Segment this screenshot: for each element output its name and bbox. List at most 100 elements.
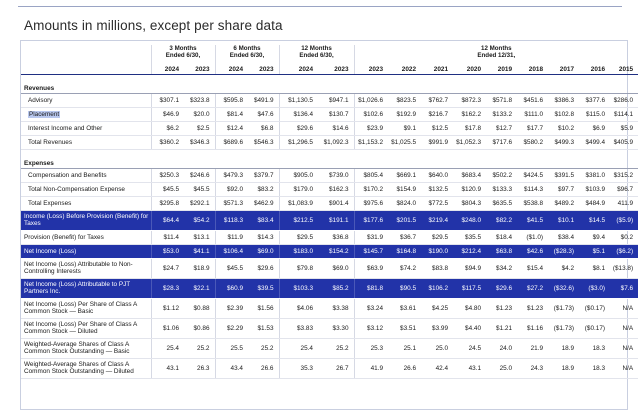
year-header: 2023 (353, 59, 389, 75)
table-cell: $3.51 (388, 318, 422, 339)
table-cell: $7.6 (610, 278, 639, 299)
table-cell: $145.7 (353, 244, 389, 259)
table-cell: $14.3 (248, 230, 279, 245)
table-cell: 25.5 (214, 338, 248, 359)
table-cell: $292.1 (184, 195, 215, 211)
financial-table-frame: 3 Months 6 Months 12 Months 12 Months En… (20, 40, 639, 410)
table-cell: 25.3 (353, 338, 389, 359)
table-cell: $64.4 (150, 210, 184, 231)
row-label: Interest Income and Other (21, 121, 151, 136)
row-label: Provision (Benefit) for Taxes (21, 230, 151, 245)
table-cell: $212.5 (278, 210, 318, 231)
table-cell: $975.6 (353, 195, 389, 211)
row-label: Placement (21, 107, 151, 122)
table-cell: $377.6 (579, 93, 611, 108)
table-row: Compensation and Benefits $250.3 $246.6 $47… (21, 168, 639, 183)
table-cell: $23.9 (353, 121, 389, 136)
table-cell: $45.5 (184, 182, 215, 197)
table-cell: $360.2 (150, 134, 184, 150)
table-cell: $13.1 (184, 230, 215, 245)
table-cell: $29.6 (278, 121, 318, 136)
table-cell: $538.8 (517, 195, 549, 211)
table-cell: 25.0 (421, 338, 454, 359)
table-cell: $90.5 (388, 278, 422, 299)
table-cell: $12.5 (421, 121, 454, 136)
table-cell: $824.0 (388, 195, 422, 211)
table-cell: $9.1 (388, 121, 422, 136)
year-header: 2021 (421, 59, 454, 75)
table-cell: $136.4 (278, 107, 318, 122)
table-cell: $0.88 (184, 298, 215, 319)
table-cell: $689.6 (214, 134, 248, 150)
table-row: Placement $46.9 $20.0 $81.4 $47.6 $136.4 $130.… (21, 107, 639, 122)
table-row: Total Expenses $295.8 $292.1 $571.3 $462.9 $1… (21, 195, 639, 211)
table-cell: ($5.9) (610, 210, 639, 231)
year-header: 2024 (214, 59, 248, 75)
table-row: Total Revenues $360.2 $346.3 $689.6 $546.3 $1… (21, 134, 639, 150)
group-sub-6m: Ended 6/30, (214, 52, 279, 60)
table-cell: $0.86 (184, 318, 215, 339)
table-cell: $35.5 (453, 230, 487, 245)
table-cell: $22.1 (184, 278, 215, 299)
table-cell: 25.1 (388, 338, 422, 359)
table-cell: $717.6 (486, 134, 518, 150)
table-cell: $1,026.6 (353, 93, 389, 108)
group-sub-12m-dec: Ended 12/31, (353, 52, 639, 60)
table-cell: $120.9 (453, 182, 487, 197)
table-cell: $499.3 (548, 134, 580, 150)
table-cell: $1.21 (486, 318, 518, 339)
table-cell: $29.5 (278, 230, 318, 245)
year-header: 2022 (388, 59, 422, 75)
group-label-12m-june: 12 Months (278, 45, 355, 53)
table-cell: $106.2 (421, 278, 454, 299)
table-cell: $772.5 (421, 195, 454, 211)
table-cell: $79.8 (278, 258, 318, 279)
table-cell: $640.0 (421, 168, 454, 183)
table-cell: $18.4 (486, 230, 518, 245)
row-label: Total Expenses (21, 195, 151, 211)
section-title: Expenses (21, 154, 639, 169)
table-cell: $81.4 (214, 107, 248, 122)
table-cell: $4.06 (278, 298, 318, 319)
year-header: 2019 (486, 59, 518, 75)
table-cell: $571.8 (486, 93, 518, 108)
table-cell: $346.3 (184, 134, 215, 150)
table-cell: $29.5 (421, 230, 454, 245)
table-cell: 43.1 (150, 358, 184, 379)
table-cell: $1.23 (517, 298, 549, 319)
year-header: 2023 (248, 59, 279, 75)
table-cell: $117.5 (453, 278, 487, 299)
table-cell: $1.06 (150, 318, 184, 339)
group-label-12m-dec: 12 Months (353, 45, 639, 53)
table-cell: $804.3 (453, 195, 487, 211)
table-cell: $190.0 (421, 244, 454, 259)
table-cell: $45.5 (150, 182, 184, 197)
table-cell: $39.5 (248, 278, 279, 299)
table-cell: 26.3 (184, 358, 215, 379)
row-label: Total Revenues (21, 134, 151, 150)
table-cell: $1,296.5 (278, 134, 318, 150)
table-cell: ($32.6) (548, 278, 580, 299)
table-cell: $29.6 (248, 258, 279, 279)
table-cell: $94.9 (453, 258, 487, 279)
table-cell: $250.3 (150, 168, 184, 183)
table-cell: $177.6 (353, 210, 389, 231)
table-cell: $502.2 (486, 168, 518, 183)
table-cell: 18.9 (548, 358, 580, 379)
table-cell: $106.4 (214, 244, 248, 259)
table-cell: $1,025.5 (388, 134, 422, 150)
table-row: Income (Loss) Before Provision (Benefit)… (21, 210, 639, 231)
section-header-revenues: Revenues (21, 79, 639, 94)
table-cell: $41.5 (517, 210, 549, 231)
table-cell: $4.80 (453, 298, 487, 319)
table-cell: $63.9 (353, 258, 389, 279)
table-row: Advisory $307.1 $323.8 $595.8 $491.9 $1,130.5… (21, 93, 639, 108)
row-label: Compensation and Benefits (21, 168, 151, 183)
table-cell: $484.9 (579, 195, 611, 211)
table-cell: $97.7 (548, 182, 580, 197)
table-cell: $83.8 (421, 258, 454, 279)
table-cell: $571.3 (214, 195, 248, 211)
table-cell: 25.0 (486, 358, 518, 379)
row-label: Total Non-Compensation Expense (21, 182, 151, 197)
table-cell: $47.6 (248, 107, 279, 122)
